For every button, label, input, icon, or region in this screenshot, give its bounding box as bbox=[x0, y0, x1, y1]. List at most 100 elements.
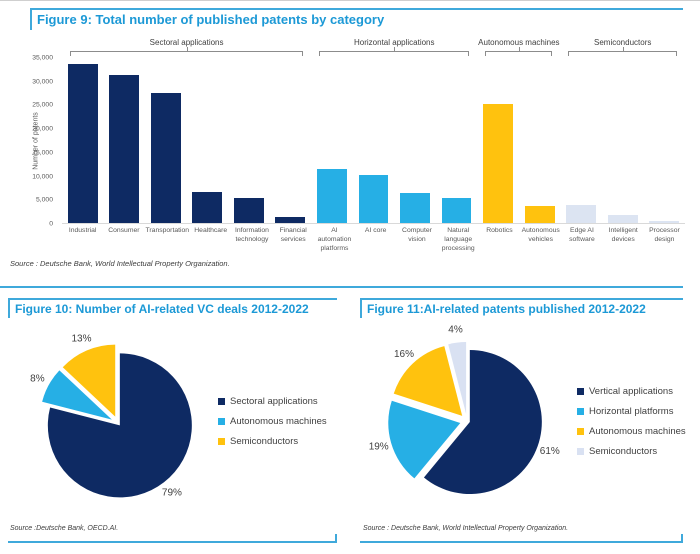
legend-label-sectoral-applications: Sectoral applications bbox=[230, 396, 318, 407]
x-axis-label-financial-services: Financial services bbox=[279, 227, 307, 243]
x-axis-label-transportation: Transportation bbox=[145, 227, 190, 234]
y-tick-label: 20,000 bbox=[32, 125, 53, 133]
bar-transportation bbox=[150, 92, 181, 223]
pie-slice-semiconductors bbox=[62, 344, 116, 417]
x-axis-label-industrial: Industrial bbox=[68, 227, 97, 234]
legend-marker-autonomous-machines bbox=[218, 418, 225, 425]
figure11-corner-tick bbox=[681, 534, 683, 543]
y-axis-ticks: 0 5,000 10,000 15,000 20,000 25,000 30,000 35,0… bbox=[0, 54, 57, 228]
figure9-title: Figure 9: Total number of published pate… bbox=[37, 12, 385, 27]
x-axis-label-computer-vision: Computer vision bbox=[402, 227, 432, 243]
group-label-horizontal-applications: Horizontal applications bbox=[354, 38, 435, 47]
bar-healthcare bbox=[192, 192, 223, 223]
figure10-source: Source :Deutsche Bank, OECD.AI. bbox=[10, 525, 119, 532]
bar-cell bbox=[187, 192, 229, 223]
legend-label-semiconductors: Semiconductors bbox=[230, 436, 299, 447]
legend-label-vertical-applications: Vertical applications bbox=[589, 386, 673, 397]
bar-consumer bbox=[109, 74, 140, 223]
x-axis-label-ai-core: AI core bbox=[364, 227, 387, 234]
y-tick-label: 30,000 bbox=[32, 78, 53, 86]
bar-processor-design bbox=[649, 220, 680, 223]
bar-chart-body: Sectoral applications Horizontal applicat… bbox=[62, 34, 685, 253]
legend-label-horizontal-platforms: Horizontal platforms bbox=[589, 406, 674, 417]
pie-percent-label-semiconductors: 4% bbox=[448, 325, 463, 336]
group-label-autonomous-machines: Autonomous machines bbox=[478, 38, 560, 47]
bar-cell bbox=[62, 64, 104, 223]
figure10-title: Figure 10: Number of AI-related VC deals… bbox=[15, 302, 309, 316]
pie-slice-autonomous-machines bbox=[393, 346, 463, 416]
figure10-pie-svg: 79% 8% 13% bbox=[30, 334, 192, 499]
pie-percent-label-horizontal-platforms: 19% bbox=[369, 442, 389, 453]
bar-cell bbox=[560, 204, 602, 223]
figure11-top-rule bbox=[360, 298, 683, 300]
legend-item-vertical-applications: Vertical applications bbox=[577, 386, 686, 397]
bar-ai-automation-platforms bbox=[317, 169, 347, 223]
figure10-legend: Sectoral applications Autonomous machines… bbox=[218, 396, 327, 447]
figure11-title-tick bbox=[360, 298, 362, 318]
legend-label-autonomous-machines: Autonomous machines bbox=[589, 426, 686, 437]
bar-cell bbox=[353, 174, 395, 223]
legend-item-autonomous-machines: Autonomous machines bbox=[577, 426, 686, 437]
bar-industrial bbox=[67, 64, 98, 223]
bar-natural-language-processing bbox=[441, 198, 472, 223]
pie-slice-semiconductors bbox=[448, 342, 467, 415]
legend-marker-horizontal-platforms bbox=[577, 408, 584, 415]
bar-computer-vision bbox=[400, 192, 430, 223]
figure9-source: Source : Deutsche Bank, World Intellectu… bbox=[10, 259, 230, 268]
figure11-source: Source : Deutsche Bank, World Intellectu… bbox=[363, 525, 569, 532]
pie-percent-label-sectoral-applications: 79% bbox=[162, 488, 182, 499]
figure11-legend: Vertical applications Horizontal platform… bbox=[577, 386, 686, 457]
pie-slice-vertical-applications bbox=[423, 350, 542, 495]
bar-intelligent-devices bbox=[607, 214, 638, 223]
x-axis-label-processor-design: Processor design bbox=[649, 227, 680, 243]
pie-percent-label-autonomous-machines: 16% bbox=[394, 349, 414, 360]
bracket-center-tick bbox=[186, 47, 188, 52]
y-tick-label: 25,000 bbox=[32, 101, 53, 109]
figure10-corner-tick bbox=[335, 534, 337, 543]
x-axis-label-robotics: Robotics bbox=[486, 227, 513, 234]
bar-autonomous-vehicles bbox=[524, 206, 555, 223]
bracket-center-tick bbox=[518, 47, 520, 52]
legend-item-horizontal-platforms: Horizontal platforms bbox=[577, 406, 686, 417]
y-tick-label: 5,000 bbox=[35, 196, 53, 204]
figure11-panel: Figure 11:AI-related patents published 2… bbox=[355, 296, 700, 552]
figure10-title-tick bbox=[8, 298, 10, 318]
legend-item-semiconductors: Semiconductors bbox=[577, 446, 686, 457]
y-tick-label: 10,000 bbox=[32, 173, 53, 181]
bar-chart-plot bbox=[62, 58, 685, 224]
y-tick-label: 35,000 bbox=[32, 54, 53, 62]
bar-cell bbox=[643, 220, 685, 223]
bar-cell bbox=[228, 197, 270, 223]
legend-marker-sectoral-applications bbox=[218, 398, 225, 405]
x-axis-label-edge-ai-software: Edge AI software bbox=[569, 227, 595, 243]
legend-label-autonomous-machines: Autonomous machines bbox=[230, 416, 327, 427]
pie-slice-autonomous-machines bbox=[42, 370, 112, 420]
figure10-top-rule bbox=[8, 298, 337, 300]
bracket-center-tick bbox=[394, 47, 396, 52]
bar-cell bbox=[145, 92, 187, 223]
x-axis-label-healthcare: Healthcare bbox=[194, 227, 228, 234]
group-bracket-sectoral-applications: Sectoral applications bbox=[70, 38, 304, 56]
pie-percent-label-vertical-applications: 61% bbox=[540, 446, 560, 457]
bar-robotics bbox=[483, 104, 514, 223]
legend-marker-autonomous-machines bbox=[577, 428, 584, 435]
y-tick-label: 0 bbox=[49, 220, 53, 228]
figure10-bottom-rule bbox=[8, 541, 337, 543]
bar-cell bbox=[477, 104, 519, 223]
figure9-title-tick bbox=[30, 8, 32, 30]
x-axis-label-natural-language-processing: Natural language processing bbox=[441, 227, 475, 252]
bar-cell bbox=[311, 169, 353, 223]
category-group-brackets: Sectoral applications Horizontal applicat… bbox=[62, 34, 685, 58]
bar-cell bbox=[270, 217, 312, 223]
page-top-edge bbox=[0, 0, 700, 1]
legend-marker-semiconductors bbox=[218, 438, 225, 445]
figure10-panel: Figure 10: Number of AI-related VC deals… bbox=[0, 296, 337, 552]
bar-edge-ai-software bbox=[566, 204, 597, 223]
legend-marker-vertical-applications bbox=[577, 388, 584, 395]
legend-item-sectoral-applications: Sectoral applications bbox=[218, 396, 327, 407]
group-bracket-horizontal-applications: Horizontal applications bbox=[319, 38, 470, 56]
legend-item-semiconductors: Semiconductors bbox=[218, 436, 327, 447]
figure9-bar-chart: Number of patents 0 5,000 10,000 15,000 20,0… bbox=[0, 34, 700, 252]
bar-cell bbox=[104, 74, 146, 223]
figure9-top-rule bbox=[30, 8, 683, 10]
